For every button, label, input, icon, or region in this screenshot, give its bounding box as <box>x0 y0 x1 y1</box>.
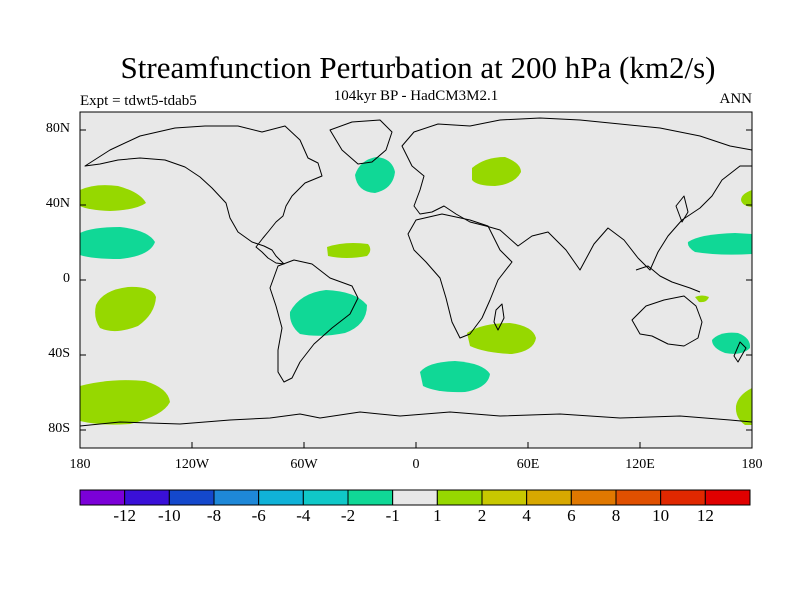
colorbar-tick-label: -1 <box>385 506 400 525</box>
colorbar-box <box>481 489 528 506</box>
colorbar-box <box>168 489 215 506</box>
colorbar-box <box>124 489 170 506</box>
coastline-new-zealand <box>733 341 747 363</box>
colorbar-tick-label: -4 <box>296 506 311 525</box>
colorbar-box <box>615 489 662 506</box>
colorbar-tick-label: 10 <box>652 506 670 525</box>
lon-label-60w: 60W <box>290 457 318 472</box>
negative-anomaly-natlantic <box>355 157 395 193</box>
colorbar-tick-label: -6 <box>251 506 266 525</box>
positive-anomaly-wpac-small <box>695 295 709 303</box>
coastlines <box>79 117 753 427</box>
colorbar-tick-label: 1 <box>433 506 442 525</box>
map-background <box>80 112 752 448</box>
coastline-north-america <box>84 125 323 265</box>
colorbar-tick-label: 8 <box>611 506 621 525</box>
colorbar-tick-label: 2 <box>477 506 487 525</box>
lat-label-40s: 40S <box>48 346 70 361</box>
lat-label-80n: 80N <box>45 121 70 136</box>
lon-label-60e: 60E <box>516 457 540 472</box>
colorbar-tick-label: 4 <box>522 506 531 525</box>
lon-label-120w: 120W <box>174 457 210 472</box>
colorbar-box <box>392 489 438 506</box>
positive-anomaly-npac-east <box>741 190 752 207</box>
lon-label-180e: 180 <box>741 457 763 472</box>
positive-anomaly-atlantic <box>327 243 371 258</box>
negative-anomaly-fills <box>80 157 752 393</box>
positive-anomaly-so-west <box>80 380 170 425</box>
colorbar-tick-label: 6 <box>567 506 576 525</box>
positive-anomaly-fills <box>80 157 752 425</box>
coastline-indonesia <box>635 265 701 293</box>
positive-anomaly-npac <box>80 185 146 211</box>
chart-title: Streamfunction Perturbation at 200 hPa (… <box>120 50 716 85</box>
negative-anomaly-wpac <box>687 233 752 255</box>
coastline-antarctica <box>79 411 753 427</box>
colorbar-tick-label: -12 <box>113 506 136 525</box>
colorbar-box <box>704 489 751 506</box>
coastline-eurasia <box>401 117 753 271</box>
negative-anomaly-npac <box>80 227 155 259</box>
colorbar-tick-label: -2 <box>340 506 356 525</box>
lat-label-0: 0 <box>63 271 70 286</box>
lon-label-0: 0 <box>412 457 420 472</box>
coastline-greenland <box>329 119 393 165</box>
lat-label-40n: 40N <box>45 196 70 211</box>
coastline-madagascar <box>493 303 505 331</box>
colorbar-tick-label: -10 <box>157 506 181 525</box>
coastline-south-america <box>269 259 359 383</box>
negative-anomaly-tasman <box>712 332 751 354</box>
colorbar-box <box>302 489 349 506</box>
lat-label-80s: 80S <box>48 421 70 436</box>
colorbar-tick-label: -8 <box>206 506 222 525</box>
colorbar-box <box>570 489 617 506</box>
coastline-australia <box>631 295 703 347</box>
negative-anomaly-samerica <box>289 290 367 336</box>
coastline-japan <box>675 195 689 223</box>
colorbar <box>79 489 751 506</box>
colorbar-box <box>213 489 260 506</box>
negative-anomaly-satlantic <box>420 361 490 393</box>
colorbar-box <box>436 489 483 506</box>
chart-subtitle: 104kyr BP - HadCM3M2.1 <box>333 88 499 104</box>
colorbar-box <box>258 489 304 506</box>
positive-anomaly-sindian <box>467 323 536 354</box>
colorbar-box <box>526 489 572 506</box>
positive-anomaly-so-east <box>735 388 752 425</box>
colorbar-box <box>79 489 126 506</box>
positive-anomaly-europe <box>472 157 521 186</box>
positive-anomaly-spac <box>95 286 156 332</box>
colorbar-box <box>660 489 706 506</box>
axis-ticks <box>80 129 752 448</box>
lon-label-180w: 180 <box>69 457 91 472</box>
coastline-africa <box>407 213 513 339</box>
colorbar-tick-label: 12 <box>696 506 714 525</box>
lon-label-120e: 120E <box>625 457 655 472</box>
experiment-label: Expt = tdwt5-tdab5 <box>80 93 197 109</box>
season-label: ANN <box>719 91 753 107</box>
colorbar-box <box>347 489 394 506</box>
